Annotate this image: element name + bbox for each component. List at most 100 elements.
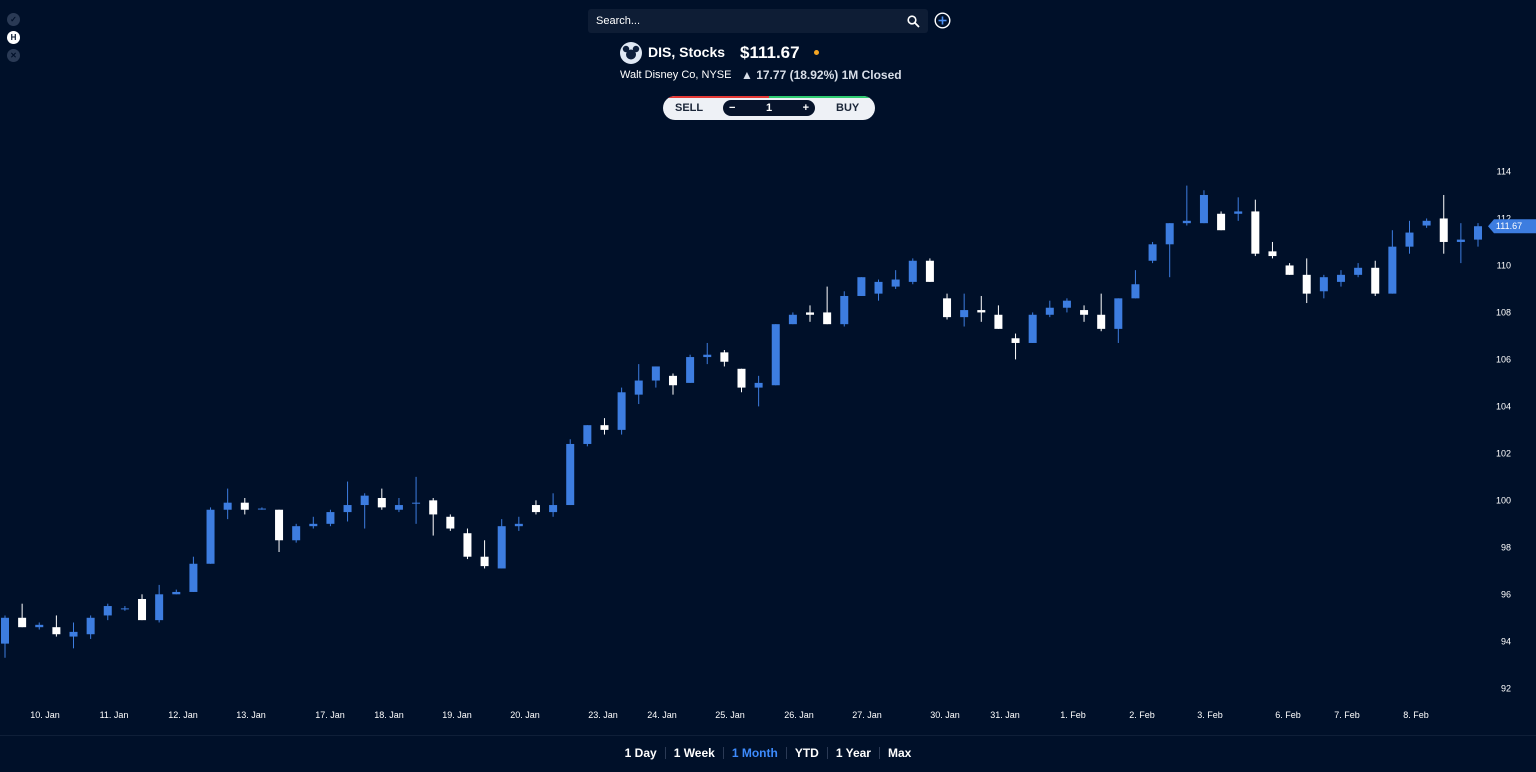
candle bbox=[1097, 293, 1106, 332]
x-tick-label: 6. Feb bbox=[1275, 710, 1301, 720]
close-icon[interactable]: ✕ bbox=[7, 49, 20, 62]
candle-body bbox=[1131, 284, 1140, 299]
candle bbox=[429, 497, 438, 536]
candle bbox=[1251, 199, 1260, 257]
candlestick-chart[interactable]: 92 94 96 98 100 102 104 106 108 110 112 114 10. Jan… bbox=[0, 0, 1536, 735]
candle-body bbox=[754, 382, 763, 388]
candle-body bbox=[275, 509, 284, 541]
x-tick-label: 18. Jan bbox=[374, 710, 404, 720]
candle bbox=[1319, 274, 1328, 299]
candle-body bbox=[497, 526, 506, 569]
hl-icon[interactable]: H bbox=[7, 31, 20, 44]
search-input[interactable]: Search... bbox=[588, 9, 928, 33]
y-tick-label: 96 bbox=[1501, 589, 1511, 599]
candle-body bbox=[1148, 244, 1157, 261]
candle-body bbox=[1011, 338, 1020, 343]
candle bbox=[1354, 263, 1363, 278]
candle-body bbox=[480, 556, 489, 567]
candle bbox=[600, 418, 609, 435]
candle bbox=[240, 497, 249, 515]
candle bbox=[1474, 223, 1482, 247]
candle bbox=[223, 488, 232, 520]
quantity-value[interactable]: 1 bbox=[765, 102, 773, 114]
candle bbox=[1114, 298, 1123, 343]
candle bbox=[103, 603, 112, 621]
candle-body bbox=[1234, 211, 1243, 214]
candle bbox=[120, 606, 129, 611]
candle-body bbox=[771, 324, 780, 386]
market-status-dot bbox=[814, 50, 819, 55]
candle-body bbox=[600, 425, 609, 430]
candle bbox=[309, 516, 318, 529]
candle-body bbox=[1439, 218, 1448, 242]
candle bbox=[480, 540, 489, 569]
sell-button[interactable]: SELL bbox=[675, 102, 704, 114]
add-icon[interactable] bbox=[934, 12, 951, 29]
candle bbox=[566, 439, 575, 506]
candle bbox=[1045, 300, 1054, 318]
candle-body bbox=[1268, 251, 1277, 257]
candle bbox=[35, 622, 44, 630]
candle-body bbox=[1199, 194, 1208, 224]
candle bbox=[1062, 298, 1071, 313]
candle-body bbox=[651, 366, 660, 381]
side-toolbar: ✓ H ✕ bbox=[7, 13, 20, 62]
candle-body bbox=[1080, 310, 1089, 315]
candle bbox=[1165, 223, 1174, 278]
y-tick-label: 106 bbox=[1496, 354, 1511, 364]
candle bbox=[412, 476, 421, 524]
candle-body bbox=[1062, 300, 1071, 308]
y-tick-label: 104 bbox=[1496, 401, 1511, 411]
period-1-day[interactable]: 1 Day bbox=[624, 746, 657, 760]
candle bbox=[1148, 241, 1157, 264]
candle bbox=[960, 293, 969, 327]
candle-body bbox=[172, 591, 181, 595]
candle-body bbox=[1336, 274, 1345, 282]
candle bbox=[806, 305, 815, 322]
candle-body bbox=[1354, 267, 1363, 275]
decrement-button[interactable]: − bbox=[729, 102, 736, 114]
candle bbox=[18, 603, 27, 628]
period-ytd[interactable]: YTD bbox=[794, 746, 819, 760]
candle bbox=[446, 514, 455, 531]
candle bbox=[86, 615, 95, 639]
company-logo bbox=[620, 42, 642, 64]
quantity-stepper[interactable]: − 1 + bbox=[723, 100, 815, 116]
candle-body bbox=[806, 312, 815, 315]
candle-body bbox=[1405, 232, 1414, 247]
buy-indicator bbox=[769, 96, 875, 98]
candle bbox=[1371, 260, 1380, 296]
y-tick-label: 92 bbox=[1501, 683, 1511, 693]
candle bbox=[686, 354, 695, 383]
candle-body bbox=[1097, 314, 1106, 329]
candles-layer bbox=[1, 185, 1482, 658]
candle bbox=[634, 364, 643, 405]
increment-button[interactable]: + bbox=[802, 102, 809, 114]
x-tick-label: 7. Feb bbox=[1334, 710, 1360, 720]
candle bbox=[908, 258, 917, 285]
symbol-title: DIS, Stocks bbox=[648, 44, 726, 60]
candle-body bbox=[292, 526, 301, 541]
search-icon[interactable] bbox=[907, 14, 920, 28]
mickey-icon bbox=[622, 45, 640, 60]
y-tick-label: 102 bbox=[1496, 448, 1511, 458]
candle-body bbox=[69, 631, 78, 637]
candle bbox=[771, 324, 780, 386]
candle-body bbox=[377, 497, 386, 508]
period-1-year[interactable]: 1 Year bbox=[835, 746, 871, 760]
candle-body bbox=[1114, 298, 1123, 329]
period-max[interactable]: Max bbox=[887, 746, 912, 760]
candle-body bbox=[531, 505, 540, 513]
sell-indicator bbox=[663, 96, 769, 98]
candle-body bbox=[686, 357, 695, 383]
period-1-month[interactable]: 1 Month bbox=[731, 746, 778, 760]
candle-body bbox=[514, 523, 523, 527]
period-1-week[interactable]: 1 Week bbox=[673, 746, 715, 760]
buy-button[interactable]: BUY bbox=[836, 102, 860, 114]
candle bbox=[977, 295, 986, 322]
check-icon[interactable]: ✓ bbox=[7, 13, 20, 26]
candle-body bbox=[1, 617, 9, 644]
price-tag-label: 111.67 bbox=[1496, 221, 1522, 231]
current-price: $111.67 bbox=[740, 43, 800, 62]
candle-body bbox=[703, 354, 712, 358]
